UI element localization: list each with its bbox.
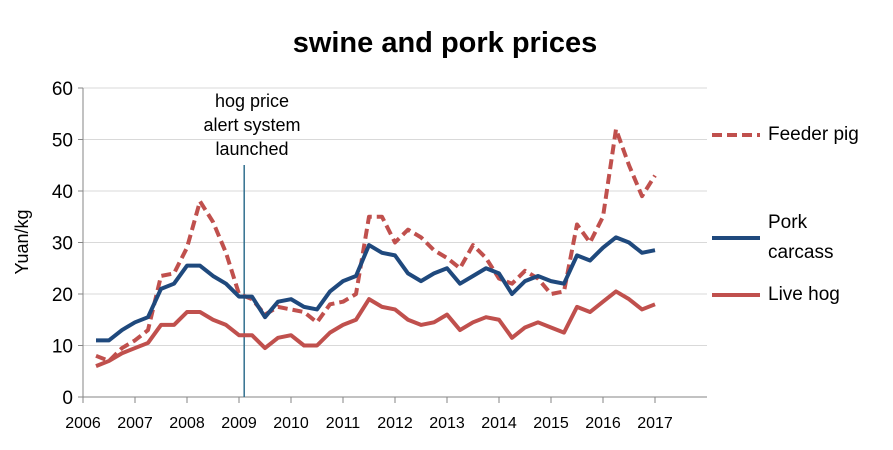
y-tick-label: 0 xyxy=(62,388,73,409)
y-axis-label: Yuan/kg xyxy=(12,209,32,274)
legend-item: Live hog xyxy=(710,280,868,310)
y-tick-label: 50 xyxy=(52,131,73,152)
y-tick-label: 40 xyxy=(52,182,73,203)
legend-swatch xyxy=(712,133,760,137)
x-tick-label: 2011 xyxy=(326,415,361,432)
x-tick-label: 2007 xyxy=(117,415,153,432)
chart-title: swine and pork prices xyxy=(293,27,598,59)
x-tick-label: 2006 xyxy=(65,415,101,432)
x-tick-label: 2008 xyxy=(169,415,205,432)
annotation-text: launched xyxy=(215,139,288,159)
legend-swatch xyxy=(712,236,760,240)
y-tick-label: 10 xyxy=(52,337,73,358)
x-tick-label: 2010 xyxy=(273,415,309,432)
x-tick-label: 2013 xyxy=(429,415,465,432)
series-line xyxy=(95,127,657,363)
x-tick-label: 2015 xyxy=(533,415,569,432)
x-tick-label: 2009 xyxy=(221,415,257,432)
legend-label: Live hog xyxy=(768,284,840,305)
annotation-text: hog price xyxy=(215,91,289,111)
legend-label: Pork carcass xyxy=(768,212,834,263)
legend-item: Pork carcass xyxy=(710,208,868,268)
x-tick-label: 2012 xyxy=(377,415,413,432)
x-tick-label: 2014 xyxy=(481,415,517,432)
y-tick-label: 30 xyxy=(52,234,73,255)
x-tick-label: 2017 xyxy=(637,415,673,432)
annotation-text: alert system xyxy=(203,115,300,135)
x-tick-label: 2016 xyxy=(585,415,621,432)
legend-label: Feeder pig xyxy=(768,124,859,145)
y-tick-label: 60 xyxy=(52,79,73,100)
series-line xyxy=(95,289,656,368)
legend-item: Feeder pig xyxy=(710,120,868,150)
series-line xyxy=(96,235,656,343)
legend-swatch xyxy=(712,293,760,297)
y-tick-label: 20 xyxy=(52,285,73,306)
